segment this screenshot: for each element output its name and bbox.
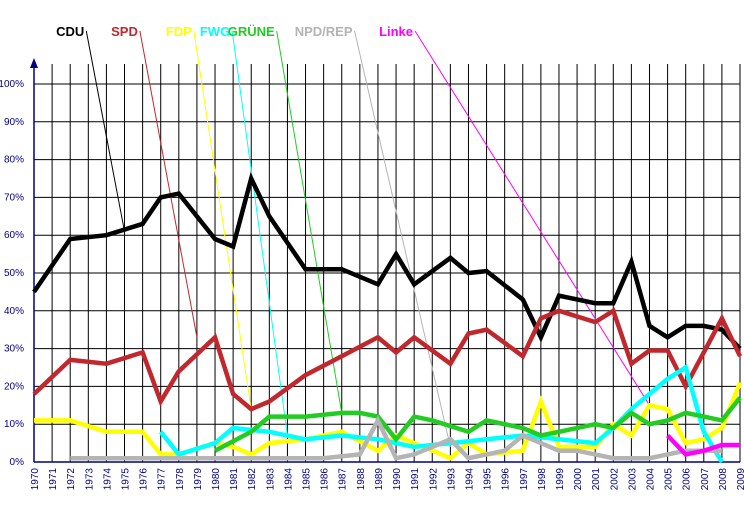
y-tick-label: 100%	[0, 79, 24, 90]
legend-entry-fwg: FWG	[200, 24, 230, 39]
series-line-fdp	[34, 381, 743, 461]
y-tick-label: 20%	[4, 381, 24, 392]
legend-leader-line	[354, 30, 451, 447]
x-tick-label: 1993	[446, 468, 457, 491]
x-tick-label: 1988	[356, 468, 367, 491]
x-tick-label: 1992	[428, 468, 439, 491]
y-tick-label: 60%	[4, 230, 24, 241]
legend-leader-line	[276, 30, 343, 413]
x-tick-label: 1976	[139, 468, 150, 491]
legend-leader-line	[414, 30, 650, 406]
x-tick-label: 1975	[121, 468, 132, 491]
x-tick-label: 1999	[555, 468, 566, 491]
y-axis-ticks: 0% 10% 20% 30% 40% 50% 60% 70% 80% 90% 100%	[0, 79, 24, 468]
series-line-fwg	[158, 364, 724, 464]
series-lines	[32, 172, 743, 464]
legend-entry-cdu: CDU	[56, 24, 84, 39]
y-tick-label: 90%	[4, 117, 24, 128]
x-tick-label: 2006	[682, 468, 693, 491]
x-tick-label: 1978	[175, 468, 186, 491]
x-tick-label: 2000	[573, 468, 584, 491]
x-tick-label: 1981	[229, 468, 240, 491]
x-tick-label: 2007	[700, 468, 711, 491]
x-tick-label: 1989	[374, 468, 385, 491]
legend-leader-line	[139, 30, 198, 338]
series-line-cdu	[32, 172, 742, 351]
x-tick-label: 1998	[537, 468, 548, 491]
x-tick-label: 1982	[247, 468, 258, 491]
axes	[30, 58, 740, 463]
y-axis-arrow-icon	[30, 58, 38, 68]
x-tick-label: 1996	[501, 468, 512, 491]
legend-leader-line	[85, 30, 126, 232]
legend-entry-spd: SPD	[111, 24, 138, 39]
x-tick-label: 1979	[193, 468, 204, 491]
legend-entry-linke: Linke	[379, 24, 413, 39]
series-line-linke	[665, 433, 740, 457]
series-line-npd-rep	[70, 415, 722, 461]
x-tick-label: 1973	[84, 468, 95, 491]
x-tick-label: 1991	[410, 468, 421, 491]
y-tick-label: 40%	[4, 306, 24, 317]
legend-entry-gr-ne: GRÜNE	[228, 24, 275, 39]
legend-entry-npd-rep: NPD/REP	[295, 24, 353, 39]
x-tick-label: 1984	[283, 468, 294, 491]
y-tick-label: 0%	[10, 457, 25, 468]
series-line-gr-ne	[213, 396, 742, 453]
y-tick-label: 50%	[4, 268, 24, 279]
series-line-spd	[32, 307, 743, 412]
x-tick-label: 1974	[102, 468, 113, 491]
x-tick-label: 1995	[483, 468, 494, 491]
x-tick-label: 2001	[591, 468, 602, 491]
y-tick-label: 70%	[4, 192, 24, 203]
x-tick-label: 1985	[302, 468, 313, 491]
legend-leader-line	[193, 30, 252, 410]
legend-leader-lines	[85, 30, 650, 447]
legend-entry-fdp: FDP	[166, 24, 192, 39]
x-tick-label: 1971	[48, 468, 59, 491]
y-tick-label: 10%	[4, 419, 24, 430]
x-tick-label: 1977	[157, 468, 168, 491]
x-axis-ticks: 1970 1971 1972 1973 1974 1975 1976 1977 1978 1979…	[30, 468, 744, 491]
y-tick-label: 80%	[4, 155, 24, 166]
y-tick-label: 30%	[4, 344, 24, 355]
x-tick-label: 1986	[320, 468, 331, 491]
x-tick-label: 2002	[609, 468, 620, 491]
x-tick-label: 2005	[664, 468, 675, 491]
x-tick-label: 2003	[627, 468, 638, 491]
x-tick-label: 1990	[392, 468, 403, 491]
x-tick-label: 1983	[265, 468, 276, 491]
legend-leader-line	[231, 30, 288, 436]
x-tick-label: 1972	[66, 468, 77, 491]
x-tick-label: 1987	[338, 468, 349, 491]
x-tick-label: 2004	[645, 468, 656, 491]
x-tick-label: 2008	[718, 468, 729, 491]
x-tick-label: 2009	[736, 468, 744, 491]
x-tick-label: 1994	[464, 468, 475, 491]
x-tick-label: 1980	[211, 468, 222, 491]
x-tick-label: 1970	[30, 468, 41, 491]
x-tick-label: 1997	[519, 468, 530, 491]
